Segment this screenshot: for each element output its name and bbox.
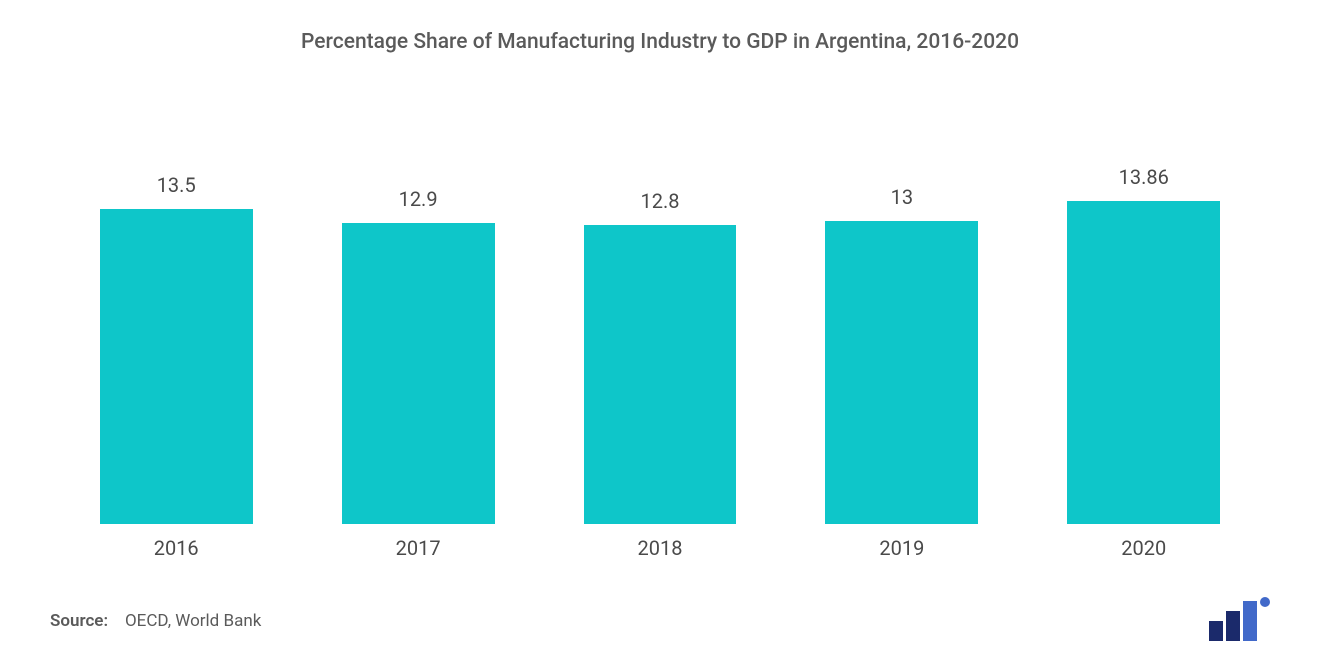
bar-value-label: 12.9 [399,187,438,211]
bar-group-0: 13.5 [70,124,282,524]
x-axis-labels: 2016 2017 2018 2019 2020 [50,524,1270,560]
bar-value-label: 12.8 [640,189,679,213]
x-label-2: 2018 [554,536,766,560]
x-label-0: 2016 [70,536,282,560]
x-label-4: 2020 [1038,536,1250,560]
bar-group-1: 12.9 [312,124,524,524]
logo-bar-icon [1209,621,1223,641]
bar-value-label: 13.86 [1119,165,1169,189]
chart-container: Percentage Share of Manufacturing Indust… [0,0,1320,665]
brand-logo-icon [1209,601,1270,641]
bar-4 [1067,201,1220,524]
chart-footer: Source: OECD, World Bank [50,601,1270,641]
bar-value-label: 13.5 [157,173,196,197]
chart-title: Percentage Share of Manufacturing Indust… [50,30,1270,54]
bar-1 [342,223,495,524]
bar-0 [100,209,253,524]
source-text: OECD, World Bank [125,611,261,631]
bar-group-2: 12.8 [554,124,766,524]
source-attribution: Source: OECD, World Bank [50,611,261,631]
bar-group-3: 13 [796,124,1008,524]
bar-value-label: 13 [891,185,913,209]
bar-group-4: 13.86 [1038,124,1250,524]
bar-2 [584,225,737,524]
x-label-1: 2017 [312,536,524,560]
bar-3 [825,221,978,524]
logo-bar-icon [1226,611,1240,641]
logo-bar-icon [1243,601,1257,641]
x-label-3: 2019 [796,536,1008,560]
source-prefix: Source: [50,611,108,631]
logo-dot-icon [1260,597,1270,607]
plot-area: 13.5 12.9 12.8 13 13.86 [50,64,1270,524]
